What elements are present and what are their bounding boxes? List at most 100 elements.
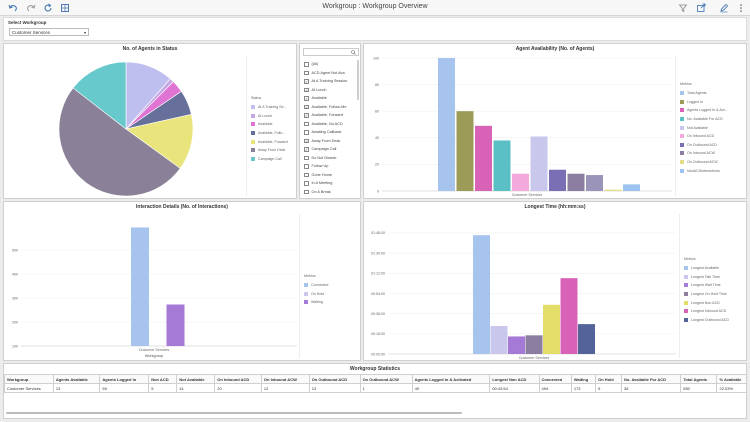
legend-item-on-outbound-acd[interactable]: On Outbound ACD <box>680 141 728 150</box>
legend-item-total-agents[interactable]: Total Agents <box>680 89 728 98</box>
filter-item-away-from-desk[interactable]: ✓ Away From Desk <box>304 137 360 146</box>
redo-icon[interactable] <box>26 3 36 13</box>
bar-logged-in[interactable] <box>456 111 474 191</box>
column-header-on-outbound-acw[interactable]: On Outbound ACW <box>359 374 413 384</box>
checkbox-unchecked[interactable] <box>304 70 309 75</box>
column-header-on-inbound-acd[interactable]: On Inbound ACD <box>214 374 262 384</box>
column-header-agents-available[interactable]: Agents Available <box>52 374 101 384</box>
filter-item-all[interactable]: (All) <box>304 60 360 69</box>
bar-longest-non-acd[interactable] <box>543 304 560 354</box>
legend-item-longest-on-hold-time[interactable]: Longest On Hold Time <box>684 290 729 299</box>
column-header-on-outbound-acd[interactable]: On Outbound ACD <box>308 374 361 384</box>
filter-item-acd-agent-not-ava[interactable]: ACD Agent Not Ava <box>304 69 360 78</box>
undo-icon[interactable] <box>8 3 18 13</box>
filter-item-available-no-acd[interactable]: Available, No ACD <box>304 120 360 129</box>
legend-item-on-outbound-acw[interactable]: On Outbound ACW <box>680 158 728 167</box>
filter-item-do-not-disturb[interactable]: Do Not Disturb <box>304 154 360 163</box>
column-header-no-available-for-acd[interactable]: No. Available For ACD <box>621 374 682 384</box>
legend-item-agents-logged-in-act[interactable]: Agents Logged In & Act... <box>680 106 728 115</box>
legend-item-longest-wait-time[interactable]: Longest Wait Time <box>684 281 729 290</box>
workgroup-dropdown[interactable]: Customer Services ▾ <box>9 28 89 36</box>
checkbox-checked[interactable]: ✓ <box>304 113 309 118</box>
legend-item-available[interactable]: Available <box>251 120 288 129</box>
checkbox-unchecked[interactable] <box>304 189 309 194</box>
legend-item-longest-outbound-acd[interactable]: Longest Outbound ACD <box>684 316 729 325</box>
bar-on-outbound-acd[interactable] <box>549 169 566 191</box>
legend-item-campaign-call[interactable]: Campaign Call <box>251 155 288 164</box>
legend-item-available-follo[interactable]: Available, Follo... <box>251 129 288 138</box>
bar-waiting[interactable] <box>166 304 185 346</box>
column-header-available[interactable]: % Available <box>716 374 746 384</box>
bar-on-inbound-acd[interactable] <box>512 173 529 191</box>
checkbox-checked[interactable]: ✓ <box>304 87 309 93</box>
bar-on-outbound-acw[interactable] <box>586 175 603 191</box>
column-header-waiting[interactable]: Waiting <box>570 374 597 384</box>
status-filter-search[interactable] <box>303 48 359 56</box>
filter-item-campaign-call[interactable]: ✓ Campaign Call <box>304 145 360 154</box>
stats-horizontal-scrollbar[interactable] <box>6 412 462 414</box>
more-icon[interactable] <box>736 3 746 13</box>
legend-item-nonacdinteractions[interactable]: NonACDInteractions <box>680 166 728 175</box>
checkbox-checked[interactable]: ✓ <box>304 147 309 152</box>
legend-item-on-hold[interactable]: On Hold <box>304 290 328 299</box>
bar-connected[interactable] <box>131 227 149 346</box>
legend-item-longest-inbound-acd[interactable]: Longest Inbound ACD <box>684 307 729 316</box>
legend-item-logged-in[interactable]: Logged In <box>680 98 728 107</box>
checkbox-unchecked[interactable] <box>304 172 309 177</box>
checkbox-checked[interactable]: ✓ <box>304 104 309 110</box>
bar-total-agents[interactable] <box>438 58 455 191</box>
column-header-longest-non-acd[interactable]: Longest Non ACD <box>489 374 540 384</box>
filter-item-available[interactable]: ✓ Available <box>304 94 360 103</box>
checkbox-unchecked[interactable] <box>304 62 309 67</box>
pie-slice-campaign-call[interactable] <box>72 61 127 130</box>
filter-item-follow-up[interactable]: Follow Up <box>304 162 360 171</box>
checkbox-unchecked[interactable] <box>304 164 309 169</box>
checkbox-unchecked[interactable] <box>304 181 309 186</box>
legend-item-longest-non-acd[interactable]: Longest Non ACD <box>684 298 729 307</box>
filter-item-awaiting-callback[interactable]: Awaiting Callback <box>304 128 360 137</box>
bar-no-available-for-acd[interactable] <box>493 140 511 191</box>
filter-item-gone-home[interactable]: Gone Home <box>304 171 360 180</box>
filter-scrollbar[interactable] <box>357 60 359 100</box>
bar-longest-available[interactable] <box>473 235 490 354</box>
refresh-icon[interactable] <box>43 3 53 13</box>
legend-item-available-forward[interactable]: Available, Forward <box>251 137 288 146</box>
column-header-workgroup[interactable]: Workgroup <box>4 374 54 384</box>
legend-item-away-from-desk[interactable]: Away From Desk <box>251 146 288 155</box>
filter-item-at-lunch[interactable]: ✓ At Lunch <box>304 86 360 95</box>
bar-longest-inbound-acd[interactable] <box>560 278 578 354</box>
legend-item-on-inbound-acw[interactable]: On Inbound ACW <box>680 149 728 158</box>
column-header-agents-logged-in-activated[interactable]: Agents Logged In & Activated <box>411 374 491 384</box>
filter-item-available-follow-me[interactable]: ✓ Available, Follow-Me <box>304 103 360 112</box>
column-header-connected[interactable]: Connected <box>538 374 572 384</box>
column-header-not-available[interactable]: Not Available <box>176 374 216 384</box>
bar-on-inbound-acw[interactable] <box>567 173 585 191</box>
legend-item-not-available[interactable]: Not Available <box>680 123 728 132</box>
legend-item-at-lunch[interactable]: At Lunch <box>251 112 288 121</box>
bar-longest-on-hold-time[interactable] <box>525 335 543 354</box>
checkbox-checked[interactable]: ✓ <box>304 96 309 101</box>
filter-icon[interactable] <box>678 3 688 13</box>
checkbox-unchecked[interactable] <box>304 121 309 126</box>
bar-series-10[interactable] <box>623 184 640 191</box>
pie-slice-away-from-desk[interactable] <box>58 87 181 197</box>
filter-item-available-forward[interactable]: ✓ Available, Forward <box>304 111 360 120</box>
share-icon[interactable] <box>696 3 706 13</box>
bar-not-available[interactable] <box>530 136 548 191</box>
pie-slice-available-forward[interactable] <box>125 114 194 169</box>
column-header-non-acd[interactable]: Non ACD <box>148 374 178 384</box>
filter-item-in-a-meeting[interactable]: In A Meeting <box>304 179 360 188</box>
checkbox-unchecked[interactable] <box>304 130 309 135</box>
bar-nonacdinteractions[interactable] <box>604 189 622 191</box>
legend-item-on-inbound-acd[interactable]: On Inbound ACD <box>680 132 728 141</box>
legend-item-no-available-for-acd[interactable]: No. Available For ACD <box>680 115 728 124</box>
legend-item-waiting[interactable]: Waiting <box>304 298 328 307</box>
checkbox-checked[interactable]: ✓ <box>304 79 309 84</box>
column-header-agents-logged-in[interactable]: Agents Logged In <box>99 374 150 384</box>
filter-item-on-a-break[interactable]: On A Break <box>304 188 360 197</box>
legend-item-connected[interactable]: Connected <box>304 281 328 290</box>
bar-longest-talk-time[interactable] <box>490 325 508 354</box>
legend-item-longest-talk-time[interactable]: Longest Talk Time <box>684 273 729 282</box>
filter-item-at-a-training-session[interactable]: ✓ At A Training Session <box>304 77 360 86</box>
bar-agents-logged-in-act[interactable] <box>475 125 492 191</box>
